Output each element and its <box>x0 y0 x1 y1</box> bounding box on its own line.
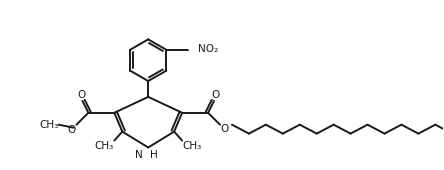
Text: O: O <box>77 90 86 100</box>
Text: O: O <box>67 125 75 135</box>
Text: O: O <box>221 124 229 134</box>
Text: N: N <box>135 150 143 160</box>
Text: O: O <box>211 90 219 100</box>
Text: CH₃: CH₃ <box>95 140 114 150</box>
Text: CH₃: CH₃ <box>39 120 58 130</box>
Text: H: H <box>150 150 158 160</box>
Text: NO₂: NO₂ <box>198 44 218 54</box>
Text: CH₃: CH₃ <box>182 140 202 150</box>
